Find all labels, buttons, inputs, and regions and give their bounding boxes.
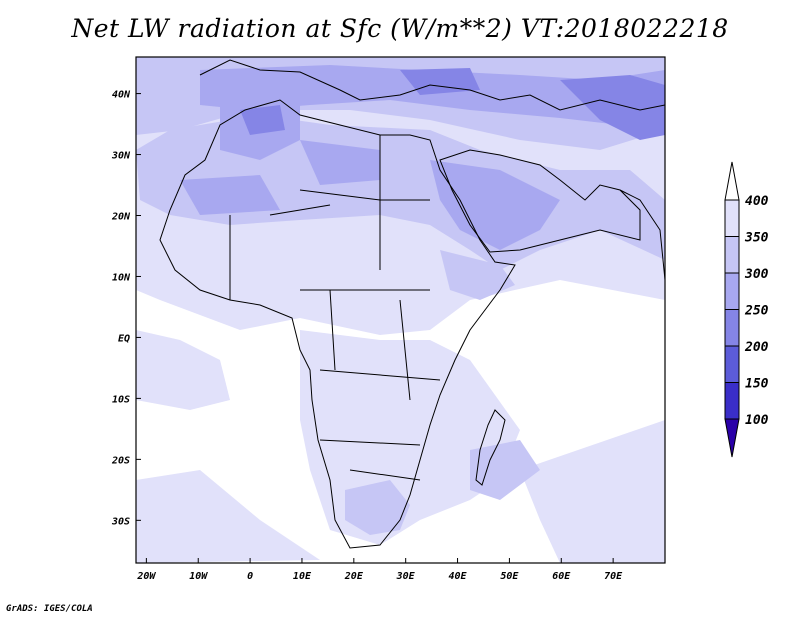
radiation-field <box>136 57 665 563</box>
field-dark-algeria <box>300 140 380 185</box>
colorbar-arrow-top <box>724 161 740 201</box>
chart-title: Net LW radiation at Sfc (W/m**2) VT:2018… <box>71 14 729 43</box>
colorbar-box <box>724 309 740 347</box>
x-tick-label: 40E <box>449 571 468 582</box>
x-tick-label: 10W <box>189 571 208 582</box>
x-tick-label: 20E <box>344 571 364 582</box>
field-dark-westsahara <box>180 175 280 215</box>
x-tick-label: 20W <box>136 571 156 582</box>
field-mid-horn <box>440 250 515 300</box>
colorbar-arrow-bottom <box>724 418 740 458</box>
border-8 <box>399 299 411 401</box>
plot-frame <box>135 56 666 564</box>
field-light-west-atlantic <box>136 330 230 410</box>
border-6 <box>319 439 421 446</box>
colorbar: 400 350 300 250 200 150 100 <box>724 161 769 458</box>
colorbar-label: 150 <box>745 377 769 392</box>
y-tick-label: 10N <box>112 272 131 283</box>
x-tick-label: 10E <box>293 571 312 582</box>
x-axis: 20W 10W 0 10E 20E 30E 40E 50E 60E 70E <box>136 558 623 582</box>
y-tick-label: 40N <box>112 90 131 101</box>
field-light-southeast <box>520 420 665 563</box>
y-tick-label: 20S <box>111 455 130 466</box>
colorbar-label: 400 <box>745 194 769 209</box>
africa-coastline <box>159 99 516 549</box>
arabia-coastline <box>439 149 641 253</box>
colorbar-label: 100 <box>745 413 769 428</box>
x-tick-label: 70E <box>604 571 623 582</box>
field-mid-southafrica <box>345 480 410 535</box>
colorbar-label: 350 <box>744 231 769 246</box>
border-10 <box>349 469 421 481</box>
x-tick-label: 0 <box>247 571 253 582</box>
colorbar-box <box>724 199 740 237</box>
border-3 <box>269 204 331 216</box>
colorbar-box <box>724 345 740 383</box>
europe-coastline <box>199 59 665 111</box>
india-coast <box>619 189 665 281</box>
field-dark-mediterranean <box>200 65 665 125</box>
colorbar-box <box>724 382 740 420</box>
credit-label: GrADS: IGES/COLA <box>6 604 93 614</box>
y-axis: 40N 30N 20N 10N EQ 10S 20S 30S <box>111 90 141 527</box>
y-tick-label: 30S <box>111 516 130 527</box>
field-dark-arabia <box>430 160 560 250</box>
colorbar-box <box>724 272 740 310</box>
colorbar-label: 200 <box>744 340 769 355</box>
y-tick-label: 30N <box>111 151 131 162</box>
colorbar-label: 300 <box>744 267 769 282</box>
madagascar <box>475 409 506 486</box>
field-mid-madagascar-sea <box>470 440 540 500</box>
border-7 <box>329 289 336 371</box>
x-tick-label: 60E <box>552 571 571 582</box>
coastlines <box>159 59 665 549</box>
x-tick-label: 50E <box>500 571 519 582</box>
colorbar-label: 250 <box>744 304 769 319</box>
y-tick-label: 10S <box>112 394 130 405</box>
x-tick-label: 30E <box>396 571 416 582</box>
field-darker-atlas <box>240 105 285 135</box>
colorbar-box <box>724 236 740 274</box>
y-tick-label: 20N <box>111 212 131 223</box>
border-5 <box>319 369 441 381</box>
field-darker-iran <box>560 75 665 140</box>
field-light-southwest <box>136 470 320 563</box>
y-tick-label: EQ <box>118 333 130 344</box>
